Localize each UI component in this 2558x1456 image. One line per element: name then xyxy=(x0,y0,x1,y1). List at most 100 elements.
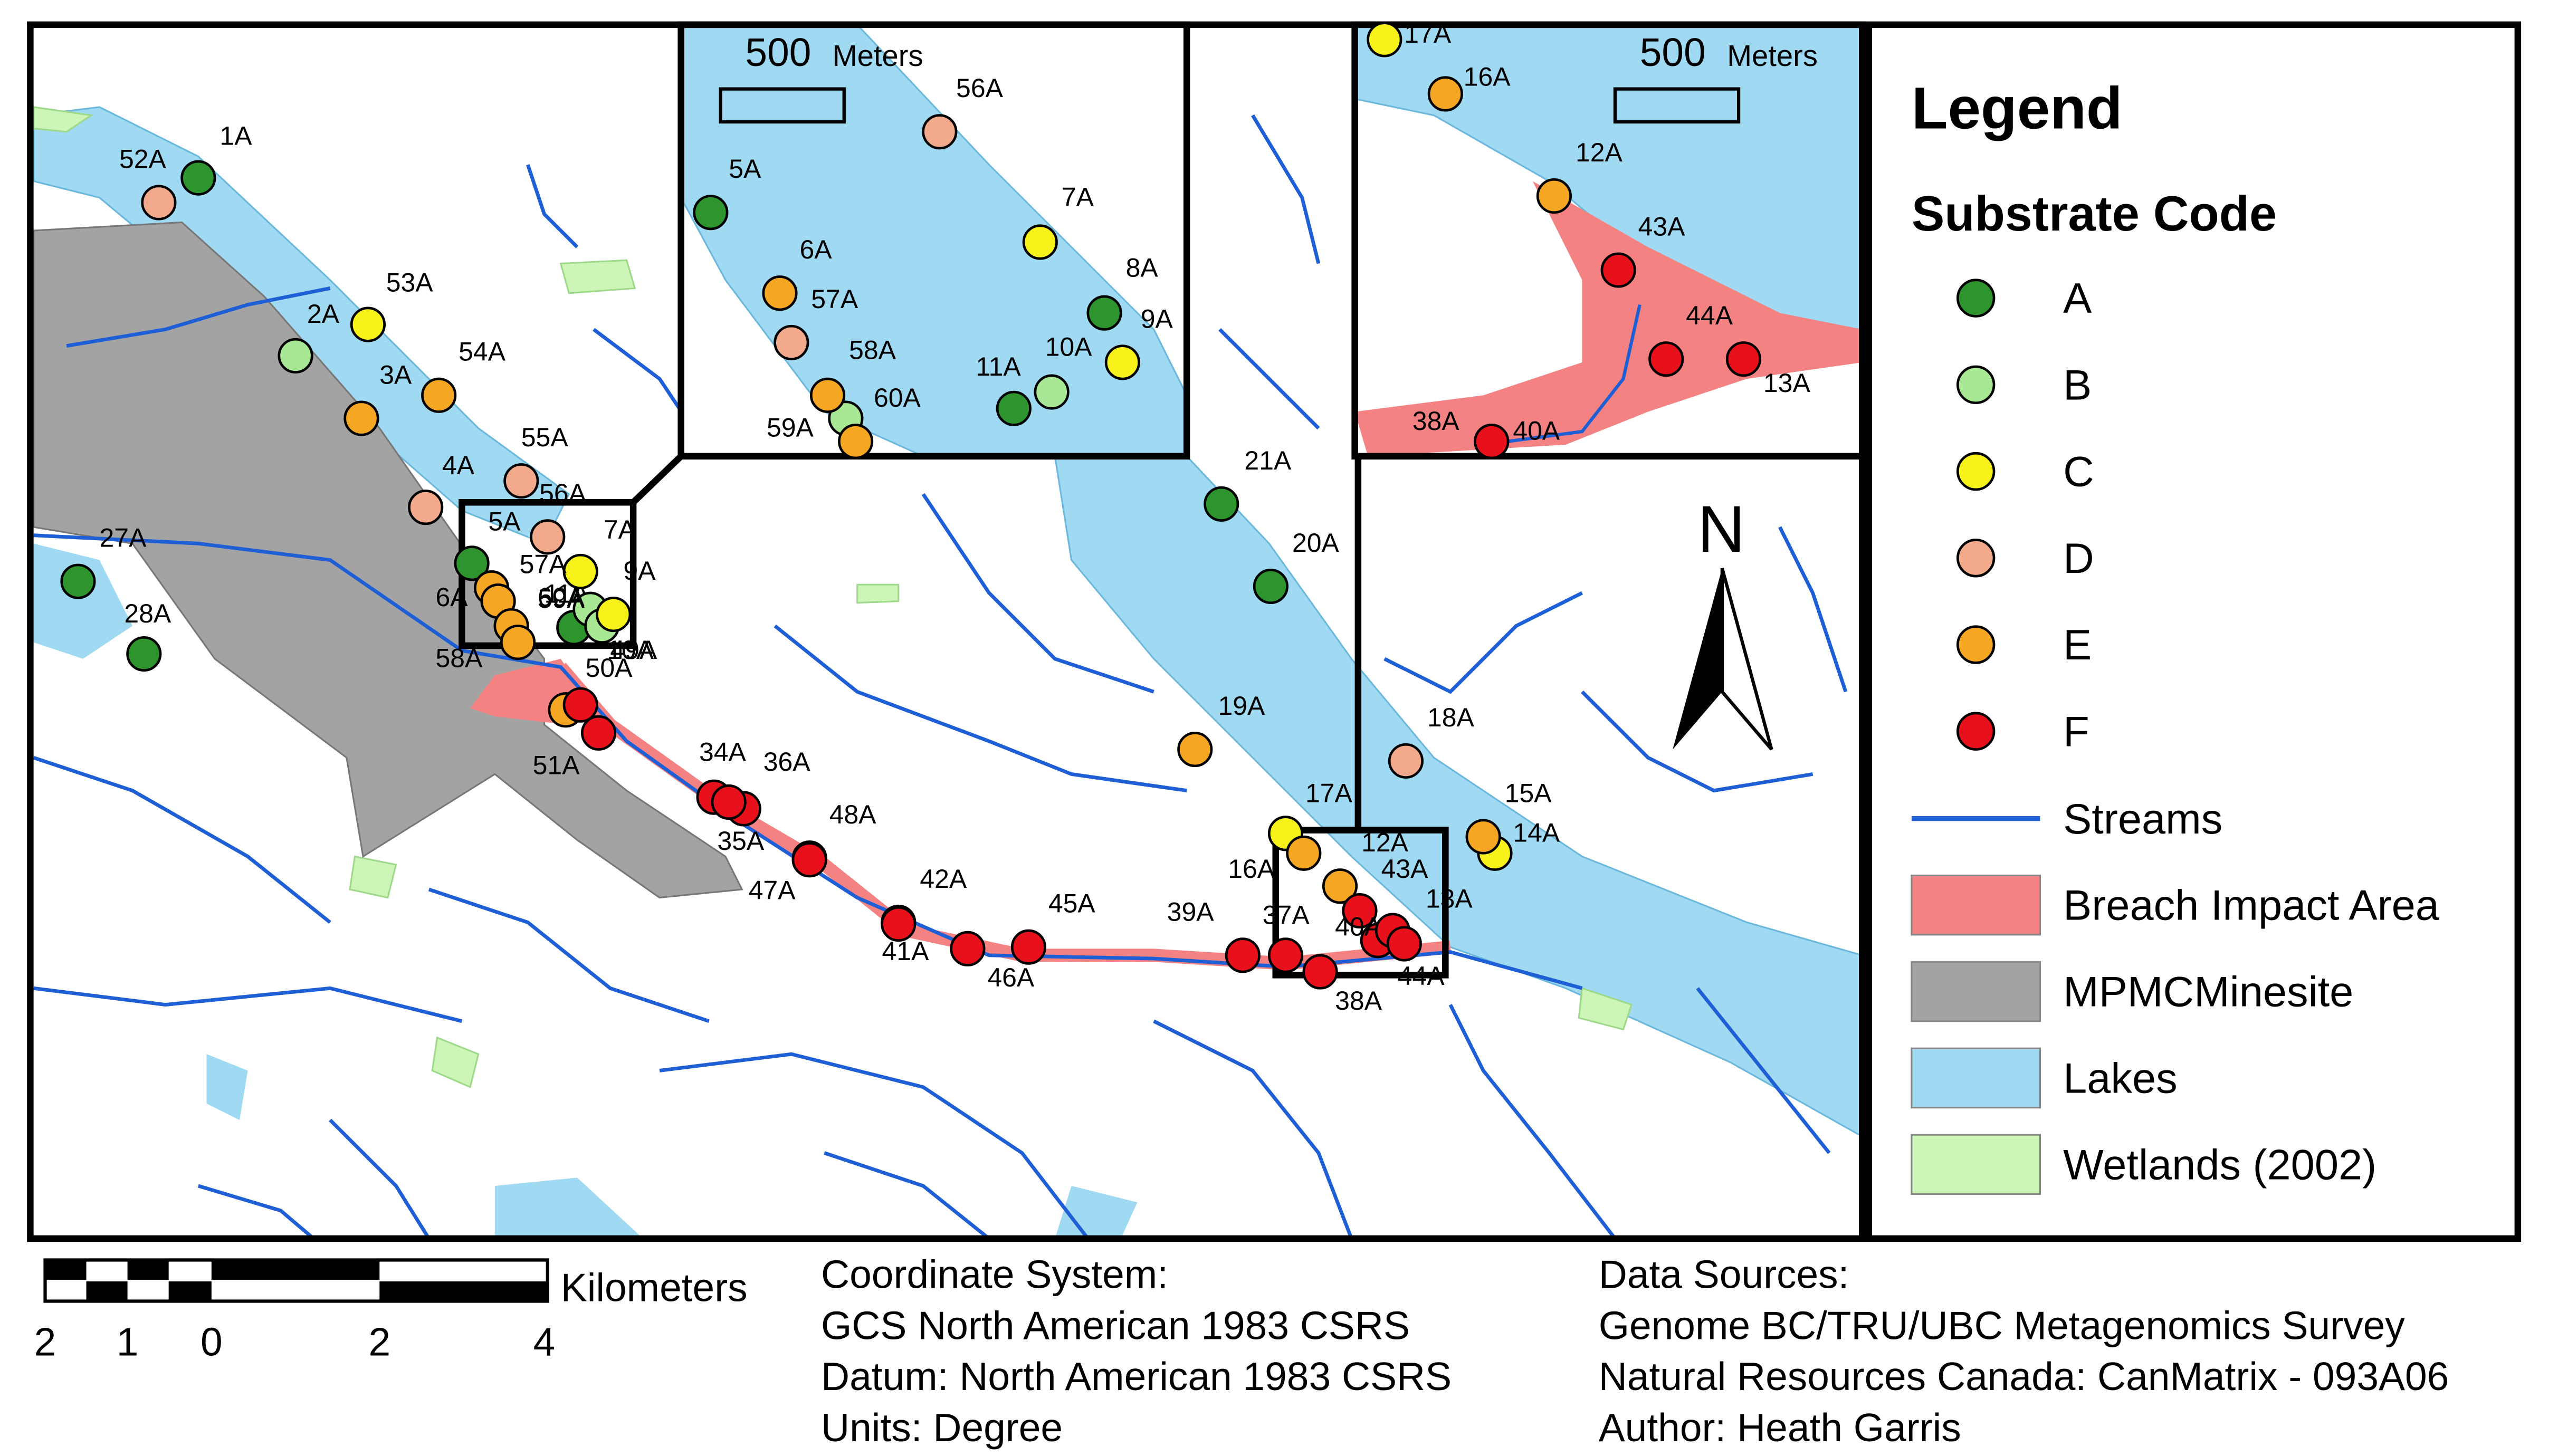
map-feature xyxy=(43,1258,549,1303)
site-marker xyxy=(1177,732,1213,768)
site-marker xyxy=(1536,178,1572,214)
site-marker xyxy=(711,784,747,820)
map-feature xyxy=(1251,114,1321,264)
site-label: 20A xyxy=(1292,528,1340,558)
site-marker xyxy=(278,338,313,373)
site-label: 13A xyxy=(1426,884,1473,913)
site-label: 38A xyxy=(1412,406,1460,436)
legend-label: Streams xyxy=(2063,796,2222,843)
legend-swatch xyxy=(1911,961,2041,1022)
legend-label: B xyxy=(2063,361,2092,409)
site-marker xyxy=(1204,486,1239,522)
map-feature xyxy=(824,1151,990,1240)
site-marker xyxy=(580,715,617,751)
site-marker xyxy=(693,195,729,231)
coordinate-info: Units: Degree xyxy=(821,1405,1063,1450)
site-marker xyxy=(922,114,958,150)
site-label: 56A xyxy=(956,73,1004,103)
site-label: 21A xyxy=(1244,446,1292,475)
site-label: 5A xyxy=(729,154,761,184)
map-feature xyxy=(168,1281,212,1301)
site-label: 16A xyxy=(1464,62,1511,91)
legend-label: E xyxy=(2063,621,2092,669)
site-marker xyxy=(141,185,177,221)
map-feature xyxy=(33,986,463,1023)
site-label: 2A xyxy=(307,299,340,329)
map-feature xyxy=(66,286,331,348)
site-marker xyxy=(350,306,386,342)
legend-label: Lakes xyxy=(2063,1055,2178,1103)
site-marker xyxy=(1286,835,1322,871)
map-feature xyxy=(428,887,710,1023)
site-label: 37A xyxy=(1263,901,1310,930)
map-label: Meters xyxy=(1727,39,1818,72)
site-marker xyxy=(596,597,632,633)
map-feature xyxy=(1383,591,1583,694)
site-marker xyxy=(408,490,444,525)
site-marker xyxy=(1022,224,1058,260)
legend-label: C xyxy=(2063,448,2094,496)
map-label: N xyxy=(1697,493,1745,566)
site-marker xyxy=(1322,868,1358,904)
site-label: 45A xyxy=(1048,889,1096,918)
site-marker xyxy=(1034,374,1070,410)
site-marker xyxy=(500,625,536,660)
site-label: 3A xyxy=(379,360,412,389)
map-feature xyxy=(45,1260,548,1301)
site-marker xyxy=(503,463,539,499)
legend-swatch xyxy=(1911,874,2041,936)
site-label: 14A xyxy=(1513,818,1560,847)
legend-label: Breach Impact Area xyxy=(2063,882,2440,930)
site-label: 5A xyxy=(488,506,521,536)
site-marker xyxy=(1367,22,1402,58)
coordinate-info: Datum: North American 1983 CSRS xyxy=(821,1354,1452,1398)
site-label: 58A xyxy=(849,336,896,365)
site-label: 6A xyxy=(435,582,468,612)
site-label: 48A xyxy=(829,800,877,829)
site-label: 13A xyxy=(1763,368,1811,398)
site-marker xyxy=(1086,295,1122,331)
map-label: Legend xyxy=(1912,75,2123,141)
site-marker xyxy=(1474,424,1510,459)
site-label: 34A xyxy=(699,737,747,767)
site-marker xyxy=(1386,926,1422,962)
site-label: 10A xyxy=(607,635,654,665)
site-label: 49A xyxy=(610,635,657,665)
legend-label: MPMCMinesite xyxy=(2063,969,2353,1016)
site-label: 15A xyxy=(1505,778,1552,808)
map-feature xyxy=(1581,690,1813,793)
site-label: 60A xyxy=(874,383,921,413)
map-feature xyxy=(631,454,683,505)
site-label: 51A xyxy=(533,750,580,780)
site-label: 19A xyxy=(1218,691,1265,721)
site-label: 57A xyxy=(520,550,567,579)
site-label: 55A xyxy=(521,423,569,452)
data-source: Data Sources: xyxy=(1599,1252,1849,1297)
map-feature xyxy=(1153,1019,1353,1240)
data-source: Author: Heath Garris xyxy=(1599,1405,1961,1450)
map-feature xyxy=(43,1258,549,1303)
site-marker xyxy=(454,545,490,581)
map-feature xyxy=(86,1281,128,1301)
legend-marker xyxy=(1956,365,1996,405)
scale-tick-label: 2 xyxy=(34,1320,56,1364)
site-label: 38A xyxy=(1335,986,1382,1016)
map-feature xyxy=(1354,181,1863,456)
site-label: 36A xyxy=(763,747,811,777)
site-marker xyxy=(1600,252,1636,288)
site-label: 1A xyxy=(219,121,252,151)
site-marker xyxy=(530,519,566,555)
site-label: 46A xyxy=(987,963,1035,992)
site-label: 41A xyxy=(882,936,930,966)
site-marker xyxy=(996,390,1032,426)
map-feature xyxy=(211,1260,380,1280)
site-label: 18A xyxy=(1427,703,1475,732)
site-marker xyxy=(774,324,809,360)
map-feature xyxy=(1778,526,1848,693)
scale-tick-label: 4 xyxy=(533,1320,556,1364)
site-label: 16A xyxy=(1228,854,1275,884)
legend-swatch xyxy=(1911,1134,2041,1195)
map-feature xyxy=(127,1260,169,1280)
site-label: 40A xyxy=(1335,912,1382,941)
site-label: 54A xyxy=(459,337,506,367)
